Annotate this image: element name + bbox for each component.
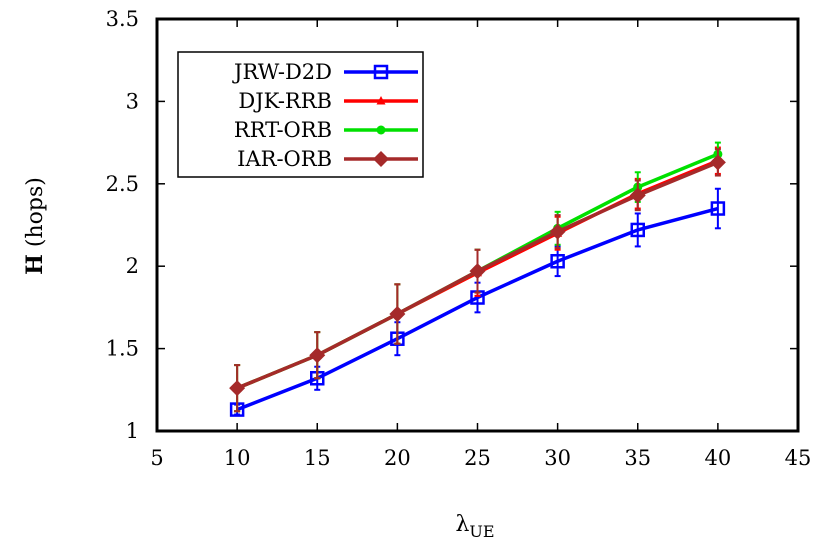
x-tick-label: 45 <box>785 446 812 470</box>
x-tick-label: 30 <box>544 446 571 470</box>
x-tick-label: 40 <box>705 446 732 470</box>
legend-label-djk-rrb: DJK-RRB <box>238 89 332 113</box>
y-tick-label: 1.5 <box>106 337 139 361</box>
data-point-iar-orb <box>709 154 726 171</box>
data-point-iar-orb <box>309 347 326 364</box>
x-tick-label: 25 <box>464 446 491 470</box>
data-point-jrw-d2d <box>630 222 645 238</box>
x-tick-label: 35 <box>624 446 651 470</box>
legend-label-rrt-orb: RRT-ORB <box>234 118 332 142</box>
x-tick-label: 15 <box>304 446 331 470</box>
x-tick-label: 10 <box>224 446 251 470</box>
legend-label-iar-orb: IAR-ORB <box>237 147 332 171</box>
y-tick-label: 2.5 <box>106 172 139 196</box>
series-layer <box>229 141 726 417</box>
y-tick-label: 1 <box>126 419 139 443</box>
y-tick-label: 2 <box>126 254 139 278</box>
legend-marker-iar-orb <box>373 151 389 167</box>
x-tick-label: 20 <box>384 446 411 470</box>
y-axis-label: H (hops) <box>22 177 48 275</box>
x-tick-label: 5 <box>150 446 163 470</box>
y-axis-ticks: 1 1.5 2 2.5 3 3.5 <box>106 7 798 443</box>
data-point-iar-orb <box>629 187 646 204</box>
legend-marker-rrt-orb <box>376 125 386 135</box>
x-axis-ticks: 5 10 15 20 25 30 35 40 45 <box>150 19 811 470</box>
data-point-jrw-d2d <box>710 201 726 216</box>
y-tick-label: 3.5 <box>106 7 139 31</box>
x-axis-label: λUE <box>455 512 494 541</box>
legend-marker-djk-rrb <box>376 96 386 105</box>
data-point-jrw-d2d <box>550 254 565 269</box>
series-iar-orb <box>229 148 726 413</box>
series-jrw-d2d <box>229 187 726 417</box>
data-point-iar-orb <box>469 263 486 280</box>
legend-marker-jrw-d2d <box>373 64 389 80</box>
data-point-iar-orb <box>229 380 246 397</box>
legend-label-jrw-d2d: JRW-D2D <box>232 60 332 84</box>
data-point-iar-orb <box>549 223 566 240</box>
data-point-iar-orb <box>389 305 406 322</box>
legend: JRW-D2D DJK-RRB RRT-ORB IAR-ORB <box>177 51 424 178</box>
y-tick-label: 3 <box>126 89 139 113</box>
